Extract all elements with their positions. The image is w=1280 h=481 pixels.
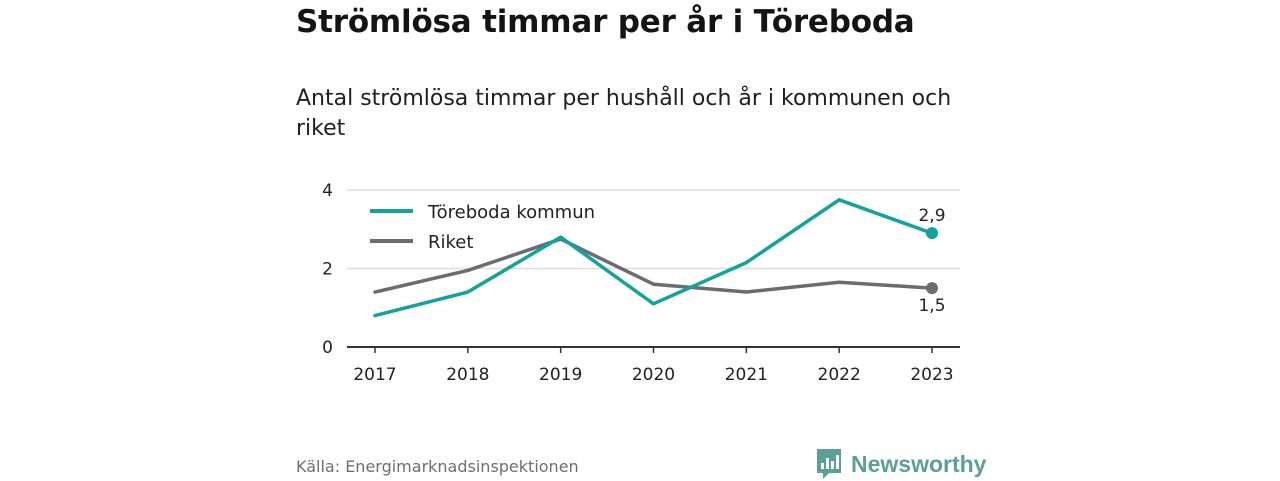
data-point-riket-2023 bbox=[926, 282, 938, 295]
x-tick-label-2017: 2017 bbox=[353, 365, 396, 385]
legend-label-toreboda: Töreboda kommun bbox=[427, 202, 595, 223]
data-point-toreboda-2023 bbox=[926, 227, 938, 240]
chart-title: Strömlösa timmar per år i Töreboda bbox=[296, 4, 915, 40]
chart-subtitle: Antal strömlösa timmar per hushåll och å… bbox=[296, 86, 952, 141]
x-axis bbox=[347, 346, 960, 353]
legend-label-riket: Riket bbox=[428, 232, 473, 253]
source-note: Källa: Energimarknadsinspektionen bbox=[296, 457, 579, 476]
x-tick-label-2018: 2018 bbox=[446, 365, 489, 385]
newsworthy-logo-icon bbox=[817, 449, 841, 479]
y-tick-label-4: 4 bbox=[322, 181, 333, 201]
y-axis-labels: 0 2 4 bbox=[322, 181, 333, 358]
series-line-toreboda bbox=[373, 198, 934, 318]
legend: Töreboda kommun Riket bbox=[370, 202, 595, 253]
x-tick-label-2022: 2022 bbox=[818, 365, 861, 385]
gridlines bbox=[347, 189, 960, 270]
x-tick-label-2023: 2023 bbox=[910, 365, 953, 385]
y-tick-label-0: 0 bbox=[322, 338, 333, 358]
x-tick-label-2020: 2020 bbox=[632, 365, 675, 385]
series-lines: 1,5 2,9 bbox=[373, 198, 946, 318]
brand-logo: Newsworthy bbox=[815, 447, 986, 481]
end-label-toreboda: 2,9 bbox=[918, 206, 945, 226]
y-tick-label-2: 2 bbox=[322, 260, 333, 280]
x-axis-labels: 2017 2018 2019 2020 2021 2022 2023 bbox=[353, 365, 953, 385]
end-label-riket: 1,5 bbox=[918, 296, 945, 316]
series-line-riket bbox=[373, 237, 934, 294]
x-tick-label-2019: 2019 bbox=[539, 365, 582, 385]
x-tick-label-2021: 2021 bbox=[725, 365, 768, 385]
brand-name: Newsworthy bbox=[851, 450, 987, 477]
